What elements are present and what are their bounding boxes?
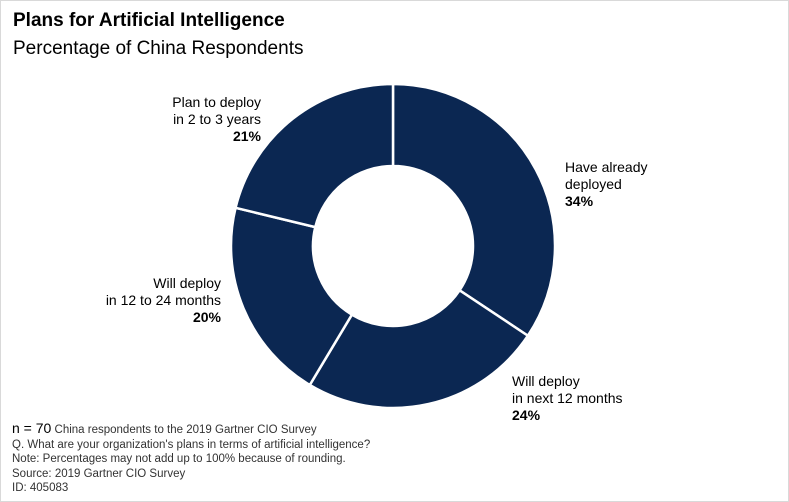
donut-slice-have-already-deployed [391, 82, 557, 338]
slice-name: Will deploy in 12 to 24 months [105, 275, 221, 308]
slice-name: Plan to deploy in 2 to 3 years [172, 94, 261, 127]
chart-subtitle: Percentage of China Respondents [13, 38, 304, 59]
slice-value: 21% [232, 128, 261, 144]
chart-title: Plans for Artificial Intelligence [13, 10, 285, 31]
slice-label-have-already-deployed: Have already deployed 34% [565, 159, 648, 210]
survey-question: Q. What are your organization's plans in… [12, 438, 371, 451]
slice-name: Will deploy in next 12 months [512, 373, 623, 406]
footnotes: n = 70 China respondents to the 2019 Gar… [12, 421, 370, 496]
slice-value: 34% [565, 193, 594, 209]
slice-value: 20% [192, 309, 221, 325]
slice-value: 24% [512, 407, 541, 423]
sample-size: n = 70 [12, 420, 52, 436]
sample-description: China respondents to the 2019 Gartner CI… [51, 424, 317, 436]
slice-label-12-to-24-months: Will deploy in 12 to 24 months 20% [106, 275, 221, 326]
slice-label-next-12-months: Will deploy in next 12 months 24% [512, 373, 623, 424]
sample-size-line: n = 70 China respondents to the 2019 Gar… [12, 421, 370, 438]
slice-label-2-to-3-years: Plan to deploy in 2 to 3 years 21% [172, 94, 261, 145]
donut-slice-next-12-months [308, 288, 530, 410]
donut-slice-12-to-24-months [229, 206, 354, 387]
rounding-note: Note: Percentages may not add up to 100%… [12, 453, 346, 465]
chart-id: ID: 405083 [12, 482, 69, 494]
donut-slice-2-to-3-years [234, 82, 395, 229]
slice-name: Have already deployed [565, 159, 648, 192]
source-line: Source: 2019 Gartner CIO Survey [12, 467, 186, 480]
